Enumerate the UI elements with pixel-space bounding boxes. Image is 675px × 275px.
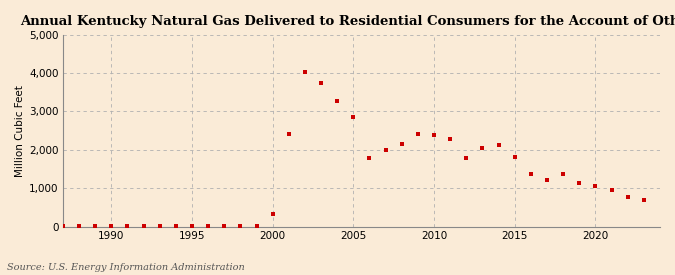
Title: Annual Kentucky Natural Gas Delivered to Residential Consumers for the Account o: Annual Kentucky Natural Gas Delivered to… <box>20 15 675 28</box>
Point <box>590 183 601 188</box>
Point <box>461 156 472 161</box>
Point <box>429 133 439 138</box>
Point <box>106 224 117 229</box>
Y-axis label: Million Cubic Feet: Million Cubic Feet <box>15 85 25 177</box>
Point <box>57 224 68 229</box>
Point <box>606 188 617 192</box>
Point <box>477 145 488 150</box>
Point <box>316 81 327 85</box>
Point <box>74 224 84 229</box>
Point <box>558 171 568 176</box>
Point <box>235 224 246 229</box>
Point <box>348 115 358 119</box>
Point <box>284 132 294 137</box>
Point <box>510 155 520 159</box>
Point <box>574 181 585 185</box>
Point <box>445 137 456 141</box>
Text: Source: U.S. Energy Information Administration: Source: U.S. Energy Information Administ… <box>7 263 244 272</box>
Point <box>380 148 391 152</box>
Point <box>332 98 343 103</box>
Point <box>267 211 278 216</box>
Point <box>622 194 633 199</box>
Point <box>525 172 536 177</box>
Point <box>90 224 101 229</box>
Point <box>412 131 423 136</box>
Point <box>639 198 649 202</box>
Point <box>122 224 133 229</box>
Point <box>186 224 197 229</box>
Point <box>202 224 213 229</box>
Point <box>300 70 310 75</box>
Point <box>541 178 552 182</box>
Point <box>396 142 407 146</box>
Point <box>219 224 230 229</box>
Point <box>493 143 504 147</box>
Point <box>251 224 262 229</box>
Point <box>364 156 375 161</box>
Point <box>138 224 149 229</box>
Point <box>170 224 181 229</box>
Point <box>155 224 165 229</box>
